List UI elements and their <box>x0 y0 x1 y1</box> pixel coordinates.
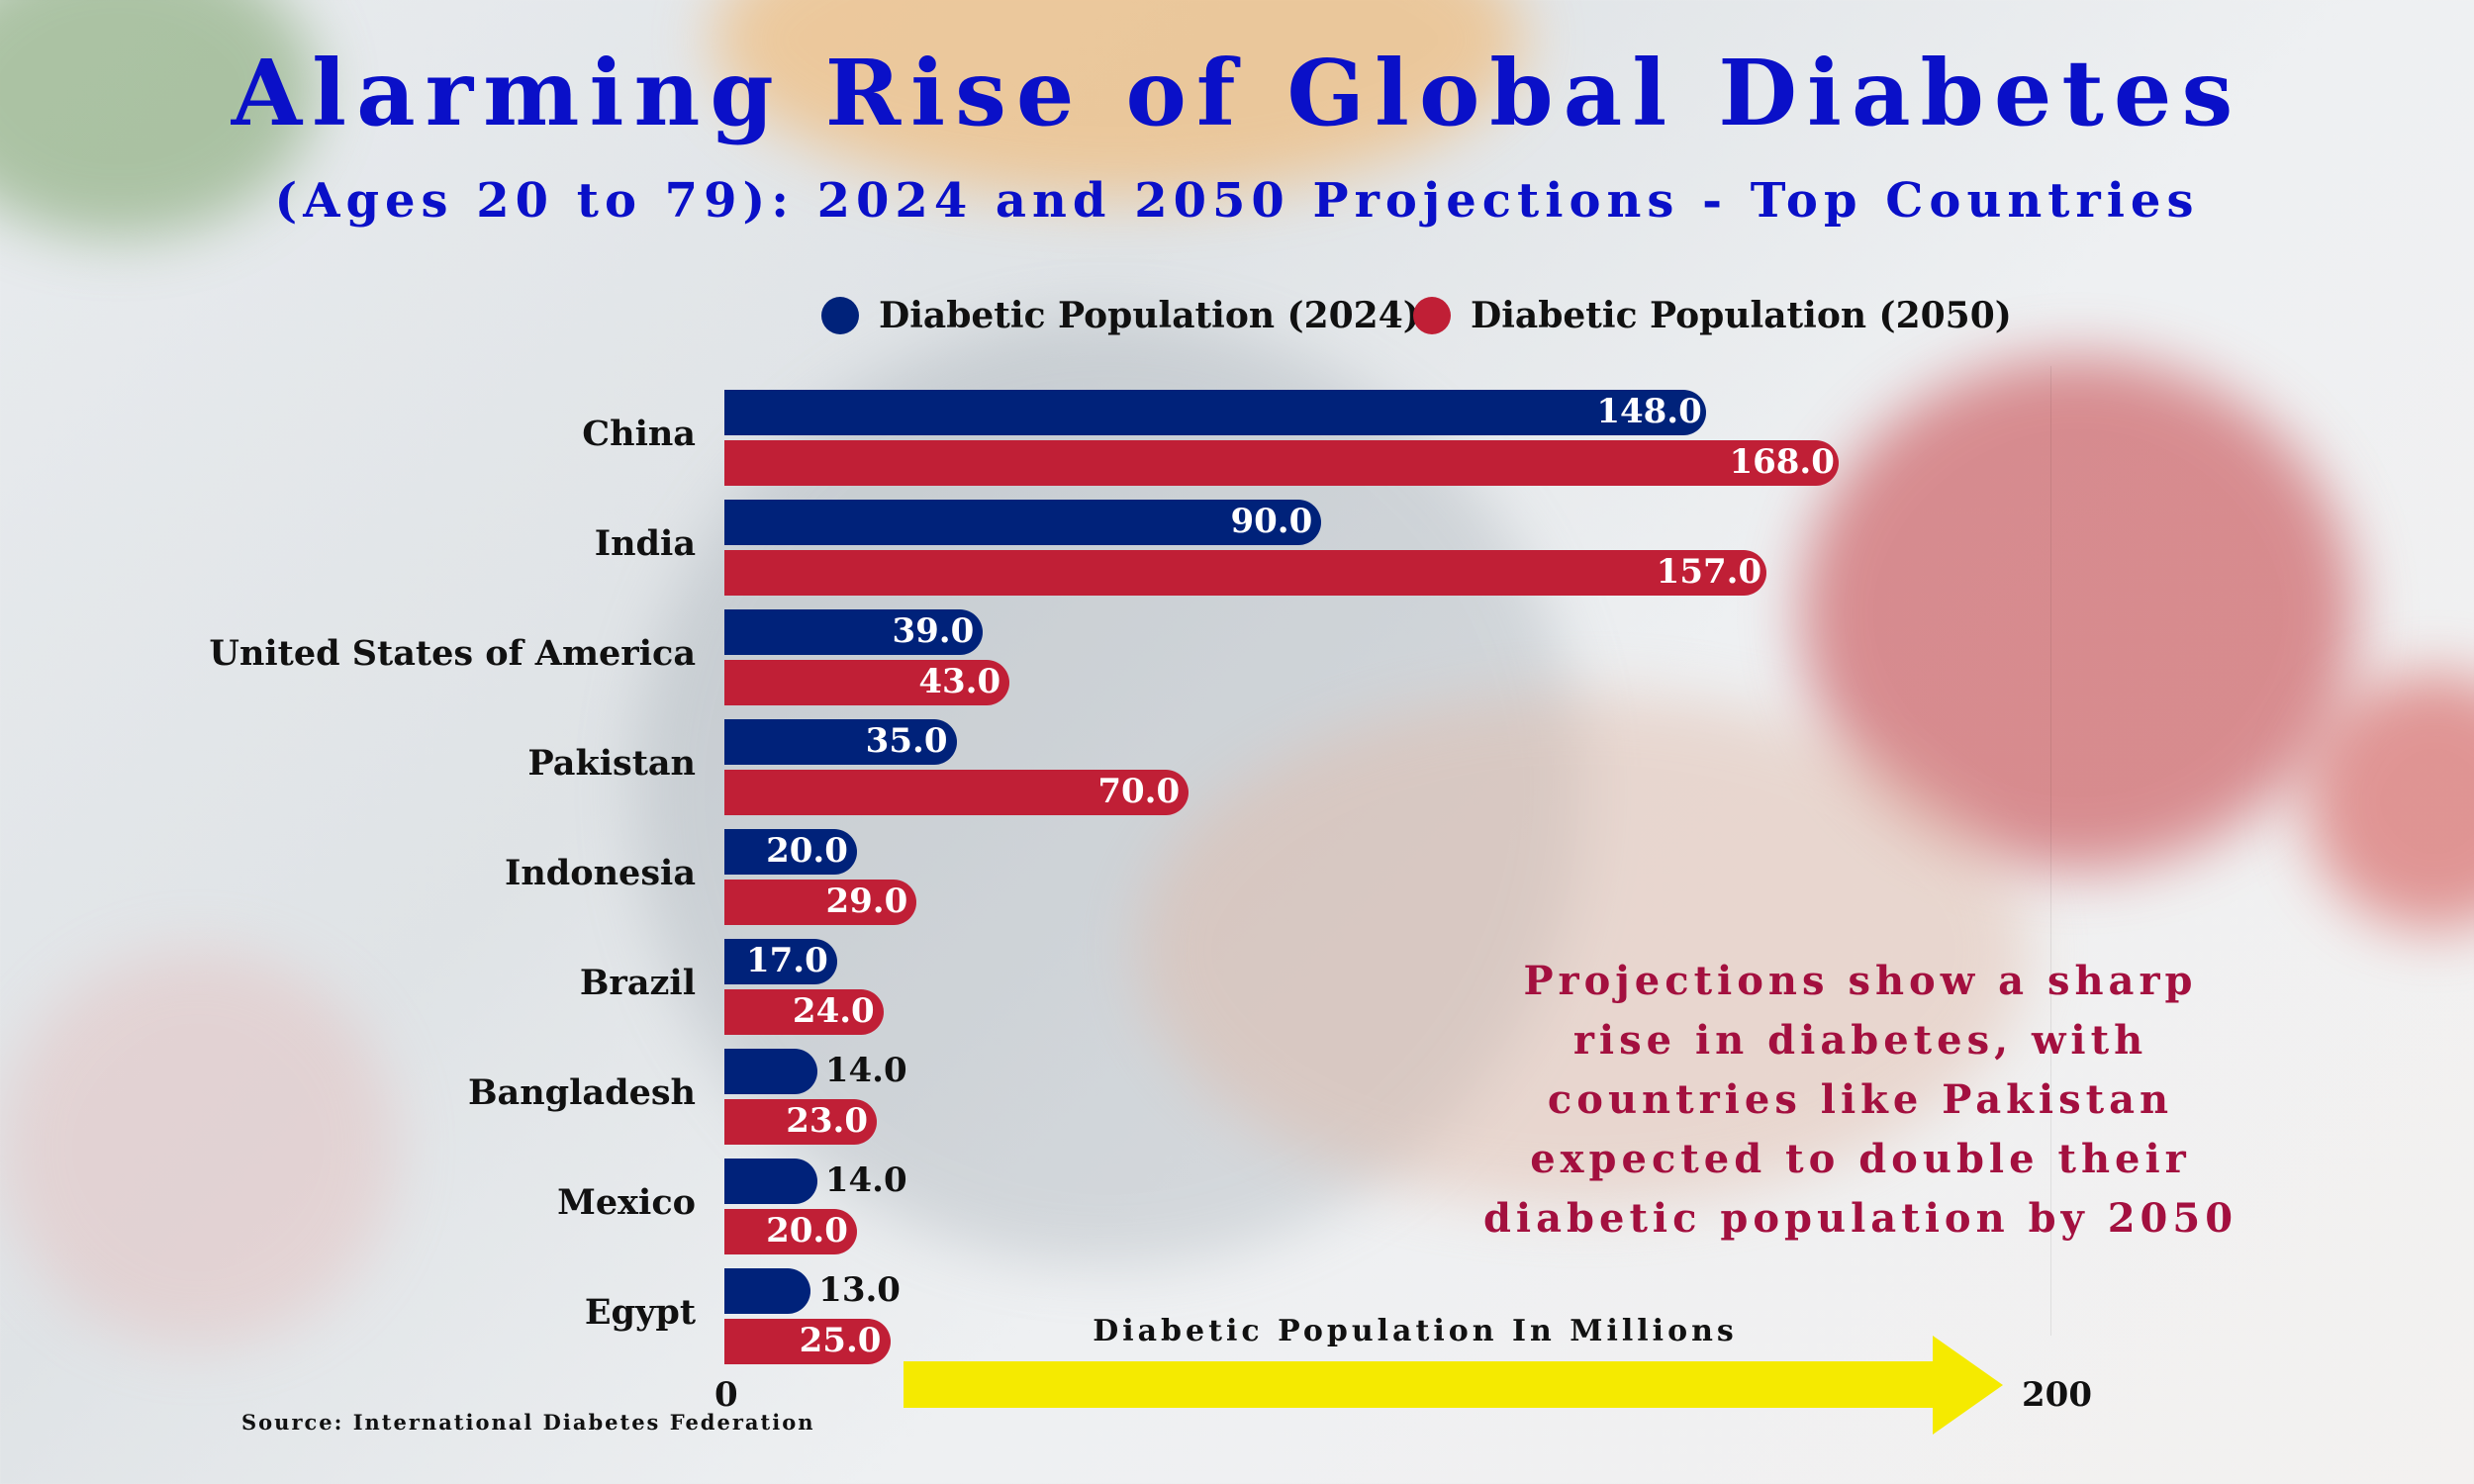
legend-dot-2050-icon <box>1413 297 1451 334</box>
bar-2050 <box>724 880 917 925</box>
background-hand <box>1138 693 2029 1207</box>
legend-item-2050: Diabetic Population (2050) <box>1413 295 2012 336</box>
bar-2024 <box>724 719 957 765</box>
data-label: 25.0 <box>799 1321 882 1360</box>
bar-2050 <box>724 1099 878 1145</box>
bar-2050 <box>724 1209 858 1254</box>
bar-2050 <box>724 660 1010 705</box>
bar-2024 <box>724 1268 811 1314</box>
data-label: 39.0 <box>892 611 975 651</box>
bar-2050 <box>724 550 1766 596</box>
bar-2050 <box>724 770 1189 815</box>
bar-2050 <box>724 989 884 1035</box>
chart-subtitle: (Ages 20 to 79): 2024 and 2050 Projectio… <box>274 173 2200 229</box>
data-label: 90.0 <box>1230 502 1313 541</box>
background-strawberry <box>1801 356 2355 871</box>
x-axis-title: Diabetic Population In Millions <box>1093 1314 1738 1348</box>
data-label: 20.0 <box>766 831 848 871</box>
category-label: Egypt <box>584 1292 696 1333</box>
category-label: China <box>582 414 696 454</box>
bar-2024 <box>724 1049 817 1094</box>
data-label: 70.0 <box>1097 772 1181 811</box>
data-label: 29.0 <box>825 881 908 921</box>
category-label: Brazil <box>579 963 696 1003</box>
bar-2050 <box>724 440 1840 486</box>
category-label: Pakistan <box>527 743 696 784</box>
category-label: Bangladesh <box>467 1072 696 1113</box>
yellow-arrow <box>904 1336 2003 1435</box>
bar-2050 <box>724 1319 891 1364</box>
bar-2024 <box>724 1159 817 1204</box>
data-label: 13.0 <box>818 1270 901 1310</box>
bar-2024 <box>724 829 858 875</box>
bar-2024 <box>724 390 1707 435</box>
data-label: 20.0 <box>766 1211 848 1251</box>
source-note: Source: International Diabetes Federatio… <box>241 1410 815 1435</box>
data-label: 17.0 <box>745 941 828 980</box>
gridline-200 <box>2050 366 2051 1336</box>
data-label: 14.0 <box>824 1160 907 1200</box>
data-label: 35.0 <box>865 721 948 761</box>
x-tick-0: 0 <box>714 1375 738 1415</box>
annotation-text: Projections show a sharp rise in diabete… <box>1482 958 2238 1242</box>
bar-2024 <box>724 500 1322 545</box>
legend-label-2024: Diabetic Population (2024) <box>879 295 1420 336</box>
data-label: 157.0 <box>1656 552 1762 592</box>
x-tick-200: 200 <box>2022 1375 2092 1415</box>
data-label: 148.0 <box>1596 392 1702 431</box>
legend-label-2050: Diabetic Population (2050) <box>1471 295 2012 336</box>
data-label: 23.0 <box>786 1101 869 1141</box>
data-label: 43.0 <box>918 662 1001 701</box>
bar-2024 <box>724 939 837 984</box>
category-label: Indonesia <box>504 853 696 893</box>
category-label: United States of America <box>209 633 696 674</box>
legend-dot-2024-icon <box>821 297 859 334</box>
data-label: 168.0 <box>1729 442 1835 482</box>
arrow-icon <box>904 1336 2003 1435</box>
legend-item-2024: Diabetic Population (2024) <box>821 295 1420 336</box>
category-label: Mexico <box>557 1182 696 1223</box>
data-label: 24.0 <box>792 991 875 1031</box>
bar-2024 <box>724 609 984 655</box>
chart-title: Alarming Rise of Global Diabetes <box>231 40 2243 146</box>
background-pills <box>0 950 396 1345</box>
category-label: India <box>594 523 696 564</box>
data-label: 14.0 <box>824 1051 907 1090</box>
